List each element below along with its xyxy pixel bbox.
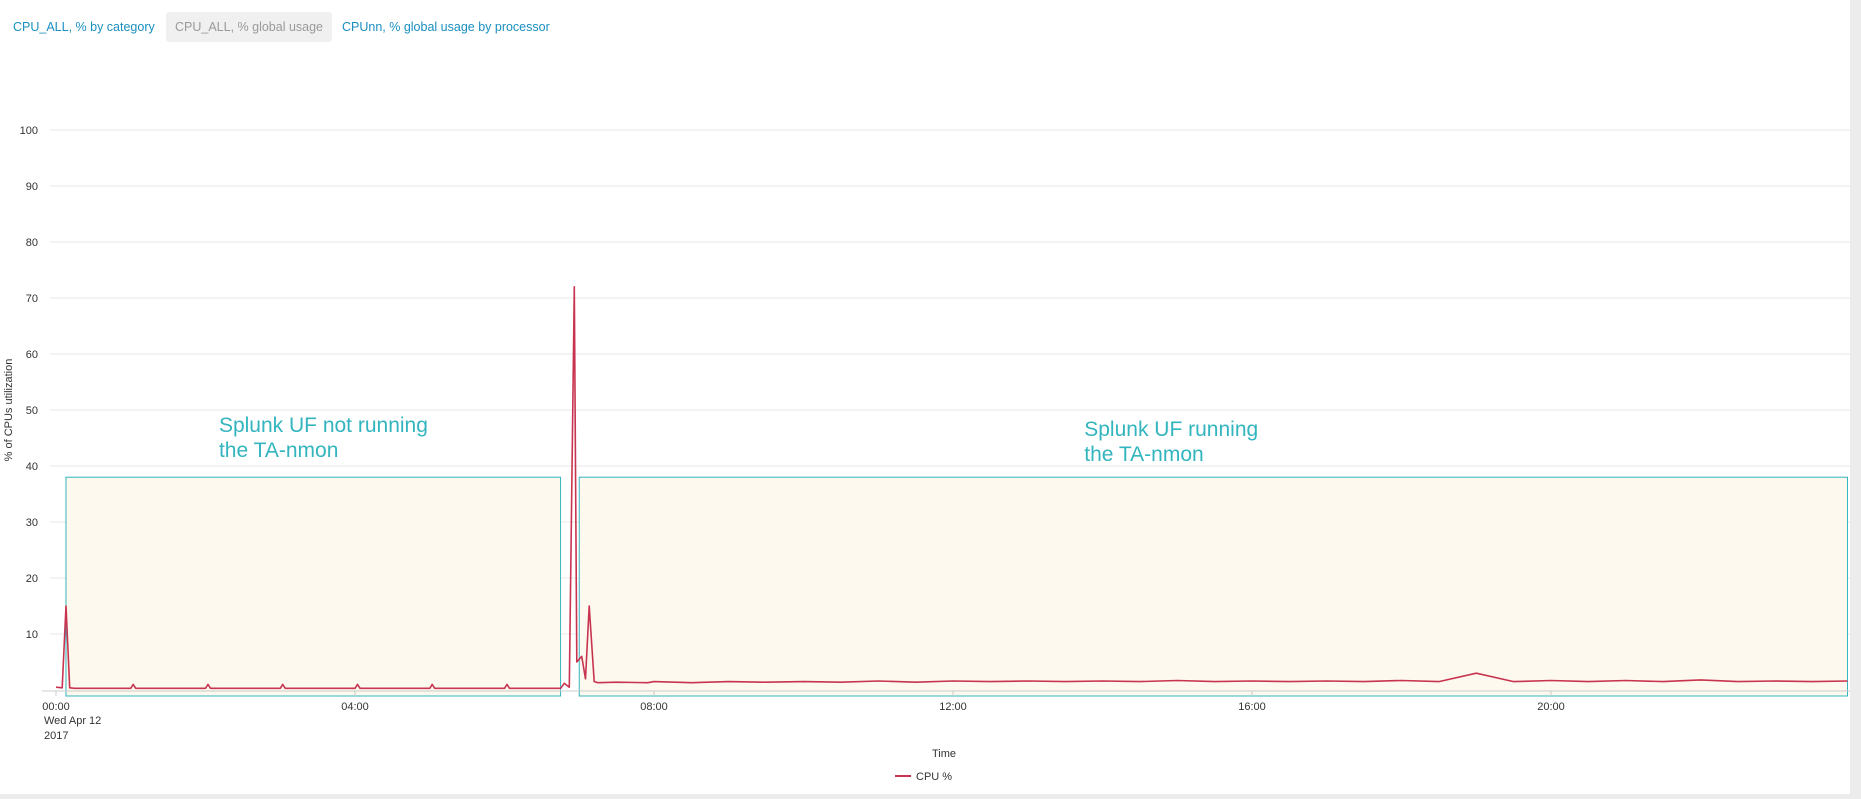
y-tick-label: 10 xyxy=(26,629,38,641)
y-tick-label: 40 xyxy=(26,461,38,473)
tab-cpunn-global-usage-by-processor[interactable]: CPUnn, % global usage by processor xyxy=(342,20,550,34)
y-tick-label: 70 xyxy=(26,293,38,305)
annotation-text-1-line-1: Splunk UF not running xyxy=(219,414,428,437)
tab-cpu-all-by-category[interactable]: CPU_ALL, % by category xyxy=(13,20,155,34)
series-line-cpu xyxy=(55,285,1848,690)
x-start-date-line-1: Wed Apr 12 xyxy=(44,715,101,727)
axes: % of CPUs utilization Time Wed Apr 12 20… xyxy=(3,359,1850,760)
x-tick-label: 20:00 xyxy=(1537,701,1565,713)
x-tick-label: 12:00 xyxy=(939,701,967,713)
x-tick-label: 04:00 xyxy=(341,701,369,713)
x-tick-label: 00:00 xyxy=(42,701,70,713)
annotation-text-2-line-1: Splunk UF running xyxy=(1084,418,1258,441)
x-start-date-line-2: 2017 xyxy=(44,730,68,742)
x-tick-label: 16:00 xyxy=(1238,701,1266,713)
legend-label-cpu: CPU % xyxy=(916,771,952,783)
y-tick-label: 50 xyxy=(26,405,38,417)
y-tick-label: 100 xyxy=(20,125,38,137)
x-axis-label: Time xyxy=(932,748,956,760)
annotation-box-2 xyxy=(578,476,1849,697)
y-tick-label: 60 xyxy=(26,349,38,361)
y-axis-label: % of CPUs utilization xyxy=(3,359,15,462)
legend[interactable]: CPU % xyxy=(895,771,952,783)
annotation-box-1 xyxy=(65,476,562,697)
series-layer xyxy=(55,285,1848,690)
y-tick-label: 90 xyxy=(26,181,38,193)
annotation-text-1-line-2: the TA-nmon xyxy=(219,439,338,462)
y-tick-label: 30 xyxy=(26,517,38,529)
x-tick-label: 08:00 xyxy=(640,701,668,713)
y-tick-label: 20 xyxy=(26,573,38,585)
y-tick-label: 80 xyxy=(26,237,38,249)
tab-cpu-all-global-usage[interactable]: CPU_ALL, % global usage xyxy=(166,12,333,42)
annotation-text-2-line-2: the TA-nmon xyxy=(1084,443,1203,466)
